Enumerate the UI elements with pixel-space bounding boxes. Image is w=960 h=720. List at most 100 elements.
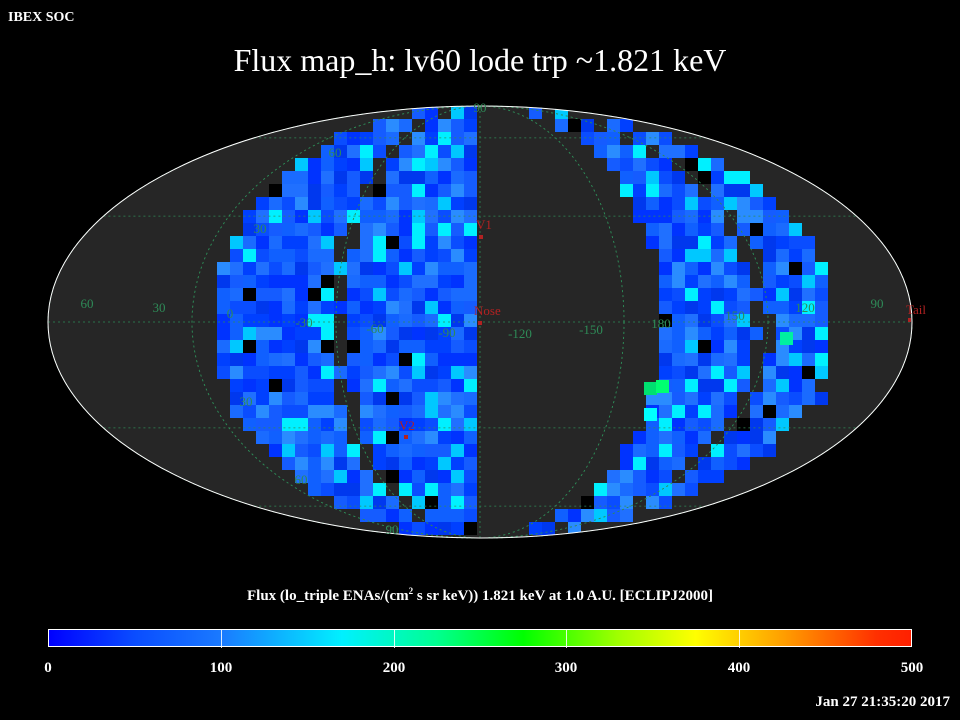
flux-pixel — [308, 184, 321, 197]
flux-pixel — [633, 444, 646, 457]
flux-pixel — [373, 392, 386, 405]
flux-pixel — [737, 197, 750, 210]
flux-pixel — [308, 223, 321, 236]
flux-pixel — [412, 106, 425, 119]
flux-pixel — [360, 431, 373, 444]
flux-pixel — [347, 314, 360, 327]
flux-pixel — [386, 470, 399, 483]
timestamp: Jan 27 21:35:20 2017 — [815, 694, 950, 710]
flux-pixel — [386, 197, 399, 210]
flux-pixel — [737, 366, 750, 379]
flux-pixel — [282, 288, 295, 301]
flux-pixel — [360, 249, 373, 262]
flux-pixel — [386, 327, 399, 340]
flux-pixel — [633, 197, 646, 210]
flux-pixel — [373, 301, 386, 314]
flux-pixel — [555, 119, 568, 132]
flux-pixel — [698, 275, 711, 288]
flux-pixel — [243, 301, 256, 314]
flux-pixel — [451, 496, 464, 509]
flux-pixel — [464, 483, 477, 496]
flux-pixel — [347, 496, 360, 509]
flux-pixel — [438, 522, 451, 535]
flux-pixel — [230, 249, 243, 262]
flux-pixel — [685, 379, 698, 392]
flux-pixel — [698, 223, 711, 236]
flux-pixel — [256, 314, 269, 327]
flux-pixel — [698, 288, 711, 301]
flux-pixel — [308, 353, 321, 366]
flux-pixel — [412, 158, 425, 171]
flux-pixel — [373, 288, 386, 301]
flux-pixel — [360, 275, 373, 288]
flux-pixel — [321, 353, 334, 366]
flux-pixel — [373, 119, 386, 132]
flux-pixel — [438, 418, 451, 431]
flux-pixel — [776, 392, 789, 405]
flux-pixel — [308, 418, 321, 431]
flux-pixel — [555, 509, 568, 522]
flux-pixel — [308, 340, 321, 353]
flux-pixel — [776, 210, 789, 223]
flux-pixel — [399, 444, 412, 457]
flux-pixel — [373, 418, 386, 431]
flux-pixel — [399, 275, 412, 288]
flux-pixel — [230, 288, 243, 301]
flux-pixel — [776, 301, 789, 314]
flux-pixel — [750, 223, 763, 236]
flux-pixel — [789, 223, 802, 236]
flux-pixel — [295, 275, 308, 288]
flux-pixel — [438, 288, 451, 301]
flux-pixel — [607, 496, 620, 509]
lon-label-neg60: -60 — [366, 321, 383, 336]
flux-pixel — [802, 392, 815, 405]
lat-label-90s: 90 — [386, 522, 399, 537]
flux-pixel — [347, 275, 360, 288]
flux-pixel — [399, 522, 412, 535]
flux-pixel — [815, 340, 828, 353]
flux-pixel — [399, 340, 412, 353]
flux-pixel — [425, 223, 438, 236]
flux-pixel — [230, 392, 243, 405]
flux-pixel — [815, 327, 828, 340]
flux-pixel — [672, 340, 685, 353]
colorbar-label: Flux (lo_triple ENAs/(cm2 s sr keV)) 1.8… — [246, 586, 714, 604]
flux-pixel — [425, 262, 438, 275]
flux-pixel — [464, 210, 477, 223]
flux-pixel — [451, 158, 464, 171]
flux-pixel — [269, 184, 282, 197]
flux-pixel — [750, 184, 763, 197]
flux-pixel — [698, 236, 711, 249]
v2-label: V2 — [399, 418, 415, 433]
flux-pixel — [243, 379, 256, 392]
flux-pixel — [659, 418, 672, 431]
grid-labels: 90 60 30 0 30 60 90 60 30 -30 -60 -90 -1… — [81, 100, 884, 537]
flux-pixel — [334, 301, 347, 314]
flux-pixel — [360, 509, 373, 522]
flux-pixel — [451, 210, 464, 223]
flux-pixel — [685, 301, 698, 314]
flux-pixel — [256, 405, 269, 418]
flux-pixel — [282, 379, 295, 392]
flux-pixel — [542, 522, 555, 535]
flux-pixel — [802, 340, 815, 353]
flux-pixel — [438, 184, 451, 197]
flux-pixel — [776, 236, 789, 249]
colorbar-tick — [738, 630, 740, 648]
flux-pixel — [373, 275, 386, 288]
flux-pixel — [425, 119, 438, 132]
flux-pixel — [334, 483, 347, 496]
flux-pixel — [412, 314, 425, 327]
flux-pixel — [815, 392, 828, 405]
flux-pixel — [269, 431, 282, 444]
flux-pixel — [295, 171, 308, 184]
flux-pixel — [425, 197, 438, 210]
flux-pixel — [672, 249, 685, 262]
flux-pixel — [360, 314, 373, 327]
flux-pixel — [789, 379, 802, 392]
flux-pixel — [815, 301, 828, 314]
flux-pixel — [529, 522, 542, 535]
flux-pixel — [672, 145, 685, 158]
flux-pixel — [737, 262, 750, 275]
flux-pixel — [334, 145, 347, 158]
